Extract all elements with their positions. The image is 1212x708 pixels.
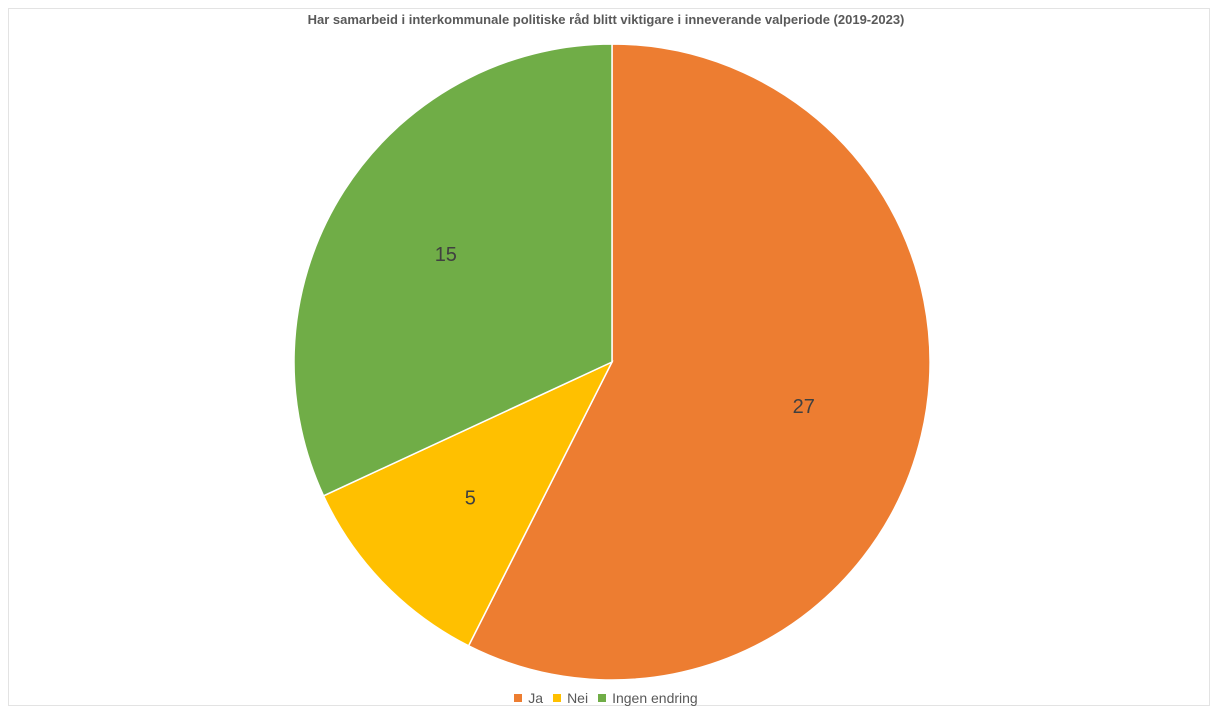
pie-slice-ja	[467, 43, 931, 681]
pie-slice-nei	[322, 360, 614, 647]
pie-slice-ingen-endring	[293, 43, 613, 497]
legend-item-ingen-endring: Ingen endring	[598, 690, 698, 706]
legend-swatch-nei	[553, 694, 562, 702]
legend-item-nei: Nei	[553, 690, 588, 706]
legend-label-ja: Ja	[528, 690, 544, 706]
legend-label-ingen-endring: Ingen endring	[612, 690, 698, 706]
legend-swatch-ingen-endring	[598, 694, 607, 702]
data-label-ja: 27	[793, 396, 815, 418]
data-label-ingen-endring: 15	[435, 244, 457, 266]
data-label-nei: 5	[465, 487, 476, 509]
chart-legend: Ja Nei Ingen endring	[0, 690, 1212, 706]
pie-slices	[293, 43, 931, 681]
pie-data-labels: 27 5 15	[435, 244, 815, 509]
legend-swatch-ja	[514, 694, 523, 702]
legend-label-nei: Nei	[567, 690, 589, 706]
chart-title: Har samarbeid i interkommunale politiske…	[307, 12, 905, 27]
legend-item-ja: Ja	[514, 690, 543, 706]
